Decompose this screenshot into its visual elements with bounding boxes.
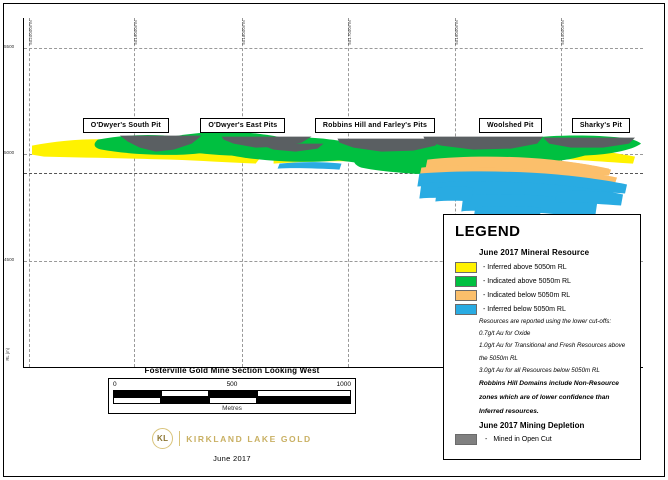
legend-dash-mined: - [485, 435, 488, 443]
logo-row: KL KIRKLAND LAKE GOLD [108, 428, 356, 449]
pit-label-sharkys: Sharky's Pit [571, 118, 631, 133]
legend-cutoff-note-5: 3.0g/t Au for all Resources below 5050m … [479, 366, 600, 374]
legend-cutoff-note-1: Resources are reported using the lower c… [479, 318, 612, 325]
legend-robbins-note-2: zones which are of lower confidence than [479, 393, 610, 401]
legend-depletion-heading: June 2017 Mining Depletion [479, 421, 585, 431]
y-axis-tick-label: 5500 [4, 43, 15, 49]
scale-segment [161, 390, 209, 397]
grid-line-vertical [134, 18, 136, 367]
y-axis-title: RL (m) [5, 348, 10, 361]
legend-panel: LEGEND June 2017 Mineral Resource - Infe… [443, 214, 641, 460]
legend-swatch-mined [455, 433, 477, 445]
x-axis-tick-label: 5018000mN [240, 20, 246, 45]
pit-label-odwyers-east: O'Dwyer's East Pits [200, 118, 286, 133]
legend-cutoff-note-2: 0.7g/t Au for Oxide [479, 330, 531, 338]
legend-item-inferred-above: - Inferred above 5050m RL [453, 261, 632, 273]
legend-item-indicated-below: - Indicated below 5050m RL [453, 289, 632, 301]
legend-cutoff-note-3: 1.0g/t Au for Transitional and Fresh Res… [479, 342, 626, 350]
scale-segment [257, 390, 351, 397]
scale-bar-tick-labels: 0 500 1000 [113, 381, 351, 390]
legend-swatch-indicated-below [455, 289, 477, 301]
grid-line-vertical [241, 18, 243, 367]
scale-segment [257, 397, 351, 404]
scale-segment [161, 397, 209, 404]
legend-label-inferred-above: - Inferred above 5050m RL [483, 263, 567, 271]
document-date: June 2017 [213, 454, 251, 463]
scale-bar: 0 500 1000 Metres [108, 378, 356, 414]
legend-resource-heading: June 2017 Mineral Resource [479, 248, 590, 257]
legend-robbins-note-1: Robbins Hill Domains include Non-Resourc… [479, 380, 619, 388]
logo-divider [179, 431, 181, 446]
x-axis-tick-label: 5015000mN [560, 20, 566, 45]
scale-bar-row-top [113, 390, 351, 397]
orebody-mined-open-cut [119, 135, 636, 152]
x-axis-tick-label: 5020000mN [27, 20, 33, 45]
legend-label-inferred-below: - Inferred below 5050m RL [483, 305, 566, 313]
title-and-scale-block: Fosterville Gold Mine Section Looking We… [108, 366, 356, 416]
kirkland-lake-monogram-icon: KL [152, 428, 174, 449]
pit-label-odwyers-south: O'Dwyer's South Pit [82, 118, 169, 133]
legend-swatch-inferred-below [455, 303, 477, 315]
y-axis-tick-label: 4500 [4, 256, 15, 262]
legend-cutoff-note-4: the 5050m RL [479, 354, 518, 362]
scale-segment [113, 390, 161, 397]
legend-swatch-indicated-above [455, 275, 477, 287]
scale-tick-500: 500 [226, 381, 238, 388]
grid-line-horizontal [24, 47, 643, 49]
legend-item-mined-open-cut: - Mined in Open Cut [453, 433, 632, 445]
x-axis-tick-label: 5019000mN [133, 20, 139, 45]
scale-segment [113, 397, 161, 404]
orebody-indicated-below [419, 156, 618, 188]
pit-label-woolshed: Woolshed Pit [478, 118, 542, 133]
legend-swatch-inferred-above [455, 261, 477, 273]
pit-label-robbins-farley: Robbins Hill and Farley's Pits [314, 118, 436, 133]
company-logo-block: KL KIRKLAND LAKE GOLD June 2017 [108, 428, 356, 463]
scale-tick-1000: 1000 [336, 381, 351, 388]
scale-segment [209, 390, 257, 397]
legend-item-indicated-above: - Indicated above 5050m RL [453, 275, 632, 287]
company-name: KIRKLAND LAKE GOLD [186, 433, 312, 444]
scale-tick-0: 0 [113, 381, 117, 388]
scale-units-label: Metres [222, 405, 242, 412]
legend-label-indicated-above: - Indicated above 5050m RL [483, 277, 571, 285]
grid-line-vertical [348, 18, 350, 367]
scale-bar-row-bottom [113, 397, 351, 404]
section-title: Fosterville Gold Mine Section Looking We… [144, 366, 320, 375]
x-axis-tick-label: 5016000mN [453, 20, 459, 45]
legend-title: LEGEND [455, 223, 521, 240]
legend-label-indicated-below: - Indicated below 5050m RL [483, 291, 571, 299]
x-axis-tick-label: 5017000mN [347, 20, 353, 45]
y-axis-tick-label: 5000 [4, 150, 15, 156]
legend-robbins-note-3: Inferred resources. [479, 407, 539, 415]
grid-line-horizontal [24, 154, 643, 156]
legend-item-inferred-below: - Inferred below 5050m RL [453, 303, 632, 315]
scale-segment [209, 397, 257, 404]
rl-5050-reference-line [24, 173, 643, 175]
legend-label-mined: Mined in Open Cut [493, 435, 552, 443]
grid-line-vertical [28, 18, 30, 367]
grid-line-horizontal [24, 260, 643, 262]
